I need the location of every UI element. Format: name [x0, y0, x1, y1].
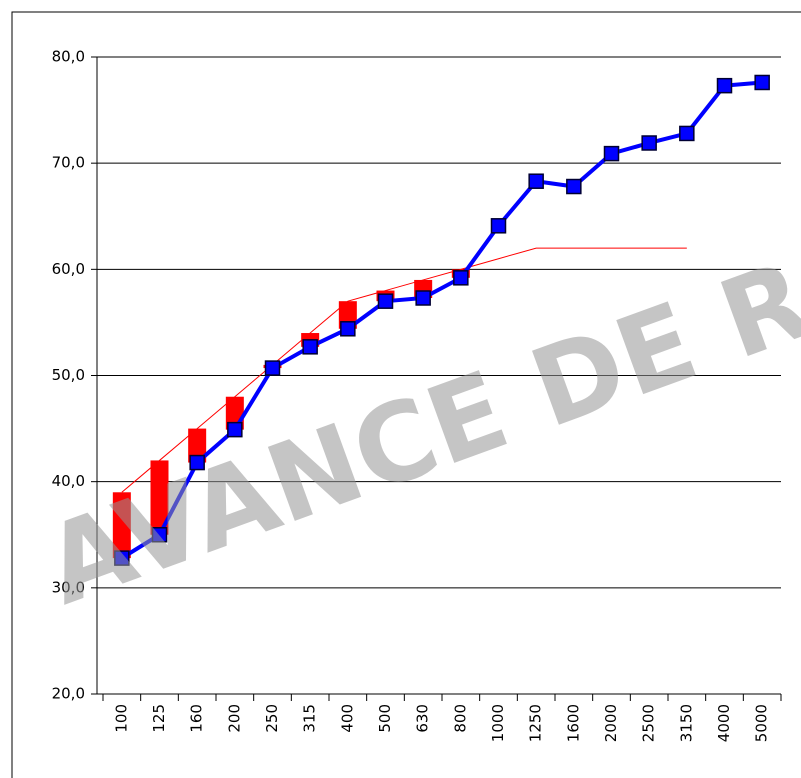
measured-marker — [679, 125, 695, 142]
measured-marker — [377, 293, 394, 309]
deficiency-bar — [112, 492, 131, 559]
x-tick-label: 800 — [451, 704, 469, 733]
measured-marker — [189, 454, 205, 471]
y-tick-label: 20,0 — [52, 685, 85, 703]
measured-marker — [528, 173, 544, 189]
measured-marker — [566, 178, 582, 195]
x-tick-label: 2000 — [602, 704, 620, 742]
y-tick-label: 70,0 — [52, 154, 85, 172]
x-tick-label: 1250 — [527, 704, 545, 742]
measured-marker — [114, 550, 130, 566]
x-tick-label: 3150 — [677, 704, 695, 742]
x-tick-label: 315 — [301, 704, 319, 733]
measured-marker — [453, 270, 469, 286]
measured-marker — [415, 290, 431, 306]
measured-marker — [754, 74, 770, 91]
x-tick-label: 1600 — [564, 704, 582, 742]
measured-marker — [227, 421, 243, 438]
measured-marker — [490, 218, 507, 234]
measured-marker — [264, 360, 281, 376]
x-tick-label: 160 — [188, 704, 206, 733]
measured-marker — [641, 135, 657, 151]
x-tick-label: 100 — [112, 704, 130, 733]
y-tick-label: 40,0 — [52, 472, 85, 490]
measured-marker — [716, 77, 733, 94]
x-tick-label: 400 — [338, 704, 356, 733]
x-tick-label: 125 — [150, 704, 168, 733]
y-tick-label: 60,0 — [52, 260, 85, 278]
y-tick-label: 30,0 — [52, 578, 85, 596]
x-tick-label: 4000 — [715, 704, 733, 742]
measured-marker — [340, 321, 356, 337]
deficiency-bar — [188, 428, 207, 463]
deficiency-bar — [150, 460, 169, 535]
x-tick-label: 5000 — [753, 704, 771, 742]
measured-marker — [151, 527, 168, 543]
measured-marker — [603, 145, 620, 162]
x-tick-label: 630 — [414, 704, 432, 733]
measured-marker — [302, 339, 318, 355]
x-tick-label: 1000 — [489, 704, 507, 742]
x-tick-label: 500 — [376, 704, 394, 733]
reference-line — [121, 247, 687, 493]
x-tick-label: 2500 — [640, 704, 658, 742]
y-tick-label: 50,0 — [52, 366, 85, 384]
y-tick-label: 80,0 — [52, 48, 85, 66]
x-tick-label: 200 — [225, 704, 243, 733]
x-tick-label: 250 — [263, 704, 281, 733]
